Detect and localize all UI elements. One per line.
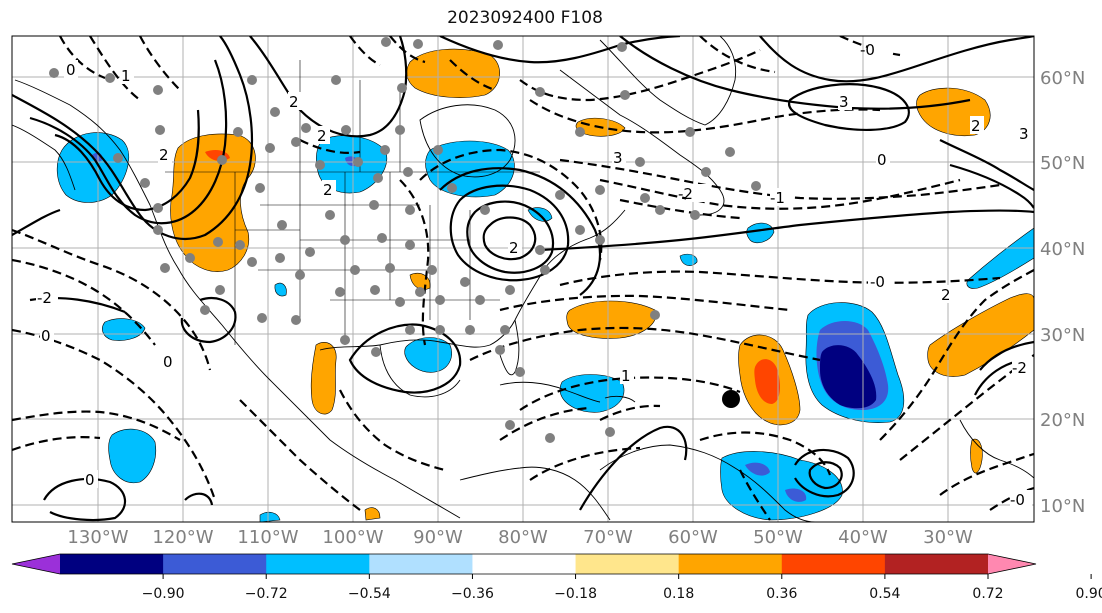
lat-label-50n: 50°N <box>1040 153 1085 174</box>
lat-label-40n: 40°N <box>1040 239 1085 260</box>
station-dots <box>49 37 761 443</box>
contour-label: 2 <box>323 181 333 199</box>
solid-contours <box>12 36 1034 522</box>
map-frame <box>11 35 1035 523</box>
contour-label: 1 <box>621 367 631 385</box>
contour-label: 2 <box>509 239 519 257</box>
colorbar-segment <box>781 554 886 574</box>
lat-label-30n: 30°N <box>1040 325 1085 346</box>
colorbar-tick-label: 0.36 <box>766 586 797 602</box>
colorbar-tick-label: −0.54 <box>348 586 391 602</box>
dashed-contours <box>12 36 1034 521</box>
contour-label: 3 <box>1019 125 1029 143</box>
colorbar-extend-low <box>12 554 60 574</box>
contour-label: -2 <box>678 185 693 203</box>
latitude-labels: 60°N 50°N 40°N 30°N 20°N 10°N <box>1040 68 1085 517</box>
contour-label: 2 <box>289 93 299 111</box>
lon-label-40w: 40°W <box>838 527 888 548</box>
contour-label: 2 <box>159 146 169 164</box>
lon-label-90w: 90°W <box>413 527 463 548</box>
contour-label: 0 <box>85 471 95 489</box>
lat-label-60n: 60°N <box>1040 68 1085 89</box>
political-borders <box>165 60 540 345</box>
colorbar-segment <box>884 554 989 574</box>
colorbar-segment <box>575 554 680 574</box>
contour-label: 2 <box>971 117 981 135</box>
position-marker <box>722 390 740 408</box>
contour-label: -2 <box>1012 359 1027 377</box>
contour-label: 2 <box>941 286 951 304</box>
colorbar-tick-label: 0.54 <box>869 586 900 602</box>
lat-label-10n: 10°N <box>1040 496 1085 517</box>
lon-label-120w: 120°W <box>152 527 213 548</box>
lon-label-60w: 60°W <box>668 527 718 548</box>
gridlines <box>12 36 1034 522</box>
colorbar-tick-label: 0.90 <box>1076 586 1102 602</box>
contour-label: 1 <box>121 67 131 85</box>
lon-label-30w: 30°W <box>923 527 973 548</box>
lon-label-80w: 80°W <box>498 527 548 548</box>
colorbar-segment <box>369 554 473 574</box>
lon-label-50w: 50°W <box>753 527 803 548</box>
colorbar-tick-label: −0.18 <box>554 586 597 602</box>
colorbar-tick-label: 0.18 <box>663 586 694 602</box>
colorbar-tick-label: −0.90 <box>142 586 185 602</box>
contour-labels: 0 1 2 2 2 2 -2 0 0 3 -2 -1 -0 3 <box>36 40 1034 509</box>
contour-label: -0 <box>1010 491 1025 509</box>
colorbar <box>11 553 1037 575</box>
contour-label: 3 <box>839 93 849 111</box>
lon-label-130w: 130°W <box>67 527 128 548</box>
colorbar-tick-labels: −0.90 −0.72 −0.54 −0.36 −0.18 0.18 0.36 0.54 0.7… <box>142 574 1102 602</box>
lon-label-70w: 70°W <box>583 527 633 548</box>
colorbar-segment <box>163 554 267 574</box>
colorbar-segment <box>678 554 783 574</box>
lon-label-100w: 100°W <box>322 527 383 548</box>
contour-label: 2 <box>317 127 327 145</box>
contour-label: -2 <box>37 289 52 307</box>
contour-label: 0 <box>163 353 173 371</box>
colorbar-segment <box>472 554 577 574</box>
colorbar-tick-label: 0.72 <box>972 586 1003 602</box>
contour-label: 0 <box>66 61 76 79</box>
contour-label: 3 <box>613 149 623 167</box>
contour-label: -0 <box>860 41 875 59</box>
contour-label: -1 <box>770 189 785 207</box>
longitude-labels: 130°W 120°W 110°W 100°W 90°W 80°W 70°W 6… <box>67 527 973 548</box>
map-area[interactable]: 0 1 2 2 2 2 -2 0 0 3 -2 -1 -0 3 <box>12 36 1034 522</box>
contour-label: -0 <box>870 273 885 291</box>
colorbar-tick-label: −0.36 <box>451 586 494 602</box>
contour-label: 0 <box>41 327 51 345</box>
lat-label-20n: 20°N <box>1040 410 1085 431</box>
colorbar-segment <box>266 554 370 574</box>
colorbar-segment <box>60 554 164 574</box>
lon-label-110w: 110°W <box>237 527 298 548</box>
colorbar-extend-high <box>988 554 1036 574</box>
colorbar-tick-label: −0.72 <box>245 586 288 602</box>
shaded-anomalies <box>56 48 1034 522</box>
map-title: 2023092400 F108 <box>447 8 603 28</box>
contour-label: 0 <box>877 151 887 169</box>
